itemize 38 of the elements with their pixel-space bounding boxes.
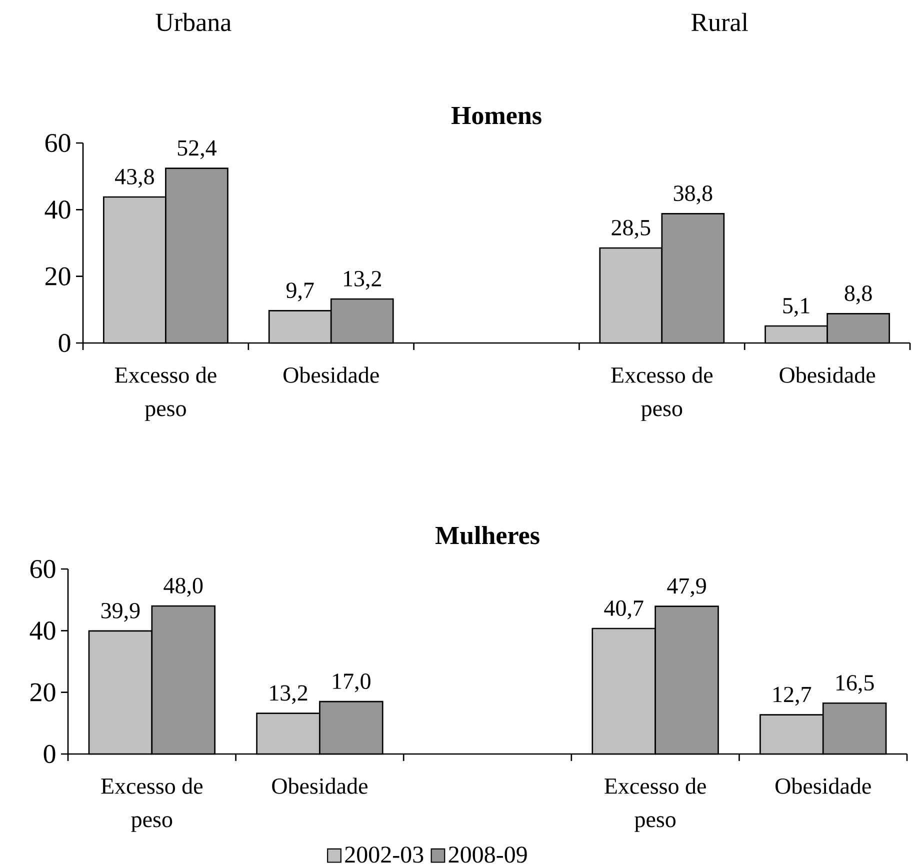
data-label: 48,0 — [164, 578, 203, 597]
data-label: 52,4 — [178, 140, 216, 160]
x-tick-label: Excesso de peso — [611, 366, 713, 421]
x-tick-label: Obesidade — [780, 366, 876, 383]
data-label: 28,5 — [612, 220, 650, 239]
y-tick-label: 40 — [44, 200, 70, 219]
x-tick-label: Excesso de peso — [101, 778, 202, 832]
y-tick-label: 0 — [58, 334, 70, 352]
chart-title: Mulheres — [435, 526, 540, 544]
y-tick-label: 40 — [30, 622, 56, 640]
text: Rural — [691, 12, 748, 32]
text: Urbana — [156, 12, 232, 32]
y-tick-label: 60 — [30, 560, 56, 578]
legend-label: 2002-03 — [345, 846, 424, 863]
x-tick-label: Excesso de peso — [604, 778, 706, 832]
legend-label: 2008-09 — [448, 846, 527, 863]
data-label: 13,2 — [344, 270, 381, 290]
data-label: 43,8 — [115, 168, 154, 188]
x-tick-label: Obesidade — [272, 778, 368, 794]
data-label: 16,5 — [836, 675, 874, 694]
y-tick-label: 20 — [30, 683, 56, 702]
y-tick-label: 20 — [45, 267, 70, 286]
data-label: 47,9 — [667, 578, 706, 598]
data-label: 9,7 — [286, 282, 314, 302]
x-tick-label: Excesso de peso — [114, 366, 216, 421]
data-label: 39,9 — [101, 602, 140, 622]
y-tick-label: 60 — [45, 134, 70, 152]
data-label: 13,2 — [270, 685, 308, 704]
x-tick-label: Obesidade — [776, 778, 871, 794]
data-label: 40,7 — [604, 600, 644, 620]
data-label: 8,8 — [844, 286, 872, 304]
data-label: 17,0 — [333, 673, 370, 692]
data-label: 12,7 — [774, 686, 812, 706]
data-label: 38,8 — [674, 186, 712, 204]
data-label: 5,1 — [783, 298, 810, 317]
y-tick-label: 0 — [44, 744, 56, 764]
x-tick-label: Obesidade — [284, 366, 379, 383]
chart-title: Homens — [451, 107, 542, 124]
